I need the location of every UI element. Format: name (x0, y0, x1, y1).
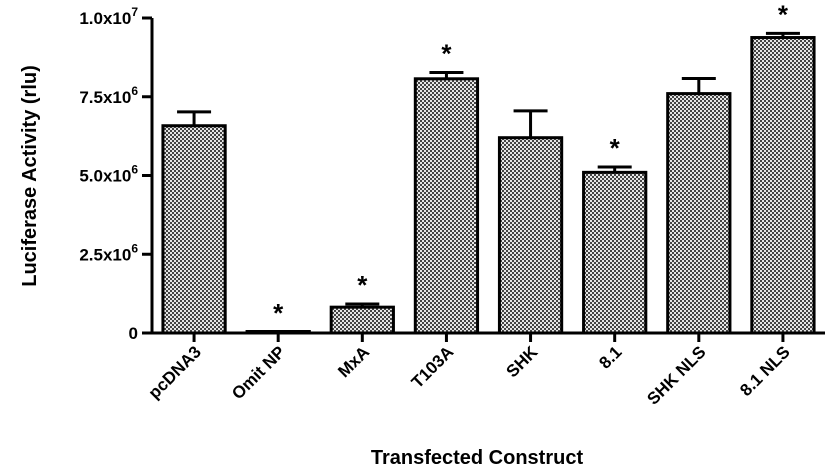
y-tick-mantissa: 5.0x10 (79, 167, 131, 186)
significance-star: * (610, 133, 621, 163)
y-tick-exponent: 6 (131, 241, 138, 255)
y-tick-label: 0 (129, 324, 138, 343)
y-tick-mantissa: 0 (129, 324, 138, 343)
category-label: 8.1 (595, 342, 625, 372)
significance-star: * (441, 38, 452, 68)
bar (413, 77, 480, 335)
bar (750, 36, 816, 335)
y-tick-mantissa: 1.0x10 (79, 9, 131, 28)
error-bars (177, 31, 800, 308)
y-tick-label: 5.0x106 (79, 163, 138, 186)
significance-star: * (357, 270, 368, 300)
category-label: T103A (408, 342, 458, 392)
category-labels: pcDNA3 Omit NP MxA T103A SHK 8.1 SHK NLS 8.1 NL… (145, 342, 794, 409)
category-label: Omit NP (228, 342, 289, 403)
y-tick-label: 1.0x107 (79, 5, 138, 28)
category-label: MxA (334, 342, 373, 381)
y-tick-mantissa: 2.5x10 (79, 245, 131, 264)
y-tick-exponent: 6 (131, 84, 138, 98)
y-tick-exponent: 6 (131, 163, 138, 177)
significance-star: * (778, 0, 789, 29)
category-label: SHK (503, 342, 542, 381)
y-axis-title: Luciferase Activity (rlu) (19, 65, 41, 287)
y-tick-label: 7.5x106 (79, 84, 138, 107)
significance-star: * (273, 298, 284, 328)
y-tick-exponent: 7 (131, 5, 138, 19)
y-tick-label: 2.5x106 (79, 241, 138, 264)
bar (666, 92, 732, 335)
bar (329, 305, 395, 335)
bar (245, 330, 311, 335)
category-label: SHK NLS (643, 342, 709, 408)
bar (161, 124, 227, 335)
significance-markers: * * * * * (273, 0, 789, 328)
bars (161, 36, 816, 335)
bar (497, 136, 564, 335)
bar (582, 170, 648, 335)
category-label: 8.1 NLS (736, 342, 794, 400)
x-axis-title: Transfected Construct (371, 447, 584, 469)
category-label: pcDNA3 (145, 342, 205, 402)
y-tick-mantissa: 7.5x10 (79, 88, 131, 107)
